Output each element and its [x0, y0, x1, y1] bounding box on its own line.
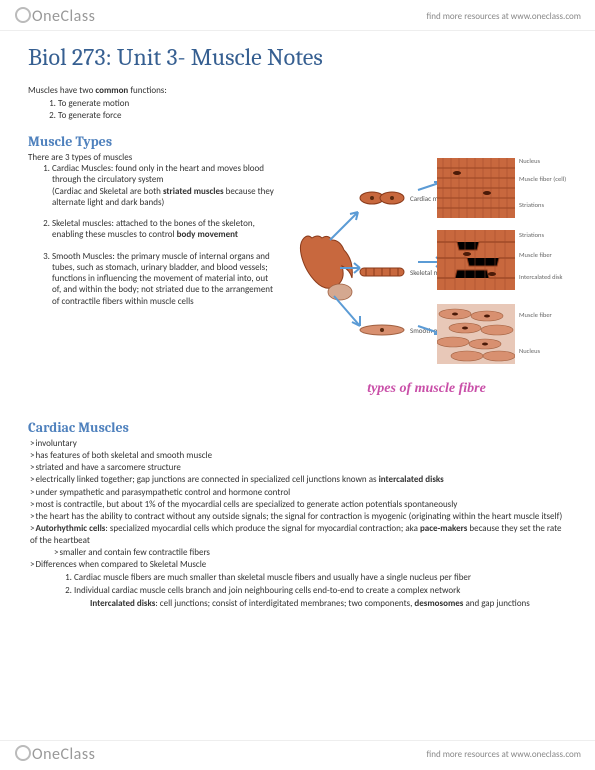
- tissue-label: Nucleus: [519, 348, 567, 355]
- tissue-label: Nucleus: [519, 158, 567, 165]
- cardiac-diff-2: Individual cardiac muscle cells branch a…: [74, 585, 567, 597]
- intro-function-1: To generate motion: [58, 98, 567, 109]
- cardiac-b1: involuntary: [30, 438, 567, 450]
- skeletal-cell-icon: [358, 262, 406, 282]
- cardiac-b4: electrically linked together; gap juncti…: [30, 474, 567, 486]
- footer-logo-text: OneClass: [32, 745, 95, 764]
- header-tagline: find more resources at www.oneclass.com: [426, 11, 581, 22]
- intro-tail: functions:: [130, 85, 166, 96]
- types-list: Cardiac Muscles: found only in the heart…: [52, 163, 278, 307]
- cardiac-content: involuntary has features of both skeleta…: [28, 438, 567, 610]
- tissue-label: Striations: [519, 202, 567, 209]
- type-smooth-text: Smooth Muscles: the primary muscle of in…: [52, 251, 273, 307]
- section-heading-types: Muscle Types: [28, 133, 567, 150]
- types-text-column: There are 3 types of muscles Cardiac Mus…: [28, 152, 278, 407]
- types-caption: There are 3 types of muscles: [28, 152, 278, 163]
- type-skeletal: Skeletal muscles: attached to the bones …: [52, 218, 278, 241]
- footer-tagline: find more resources at www.oneclass.com: [426, 749, 581, 760]
- tissue-smooth-icon: [437, 304, 515, 364]
- types-row: There are 3 types of muscles Cardiac Mus…: [28, 152, 567, 407]
- tissue-label: Muscle fiber: [519, 312, 567, 319]
- footer-bar: OneClass find more resources at www.onec…: [0, 740, 595, 770]
- cardiac-differences: Cardiac muscle fibers are much smaller t…: [74, 572, 567, 610]
- cardiac-diff-1: Cardiac muscle fibers are much smaller t…: [74, 572, 567, 584]
- tissue-label: Intercalated disk: [519, 274, 567, 281]
- cardiac-b3: striated and have a sarcomere structure: [30, 462, 567, 474]
- muscle-fibre-diagram: Cardiac muscle cell Skeletal muscle Smoo…: [286, 152, 567, 407]
- type-cardiac: Cardiac Muscles: found only in the heart…: [52, 163, 278, 208]
- section-heading-cardiac: Cardiac Muscles: [28, 419, 567, 436]
- intro-lead: Muscles have two: [28, 85, 93, 96]
- intro-line: Muscles have two common functions:: [28, 85, 567, 96]
- type-cardiac-sub: (Cardiac and Skeletal are both striated …: [52, 186, 278, 209]
- diagram-caption: types of muscle fibre: [367, 381, 486, 397]
- cardiac-sub: smaller and contain few contractile fibe…: [54, 547, 567, 559]
- cardiac-b6: most is contractile, but about 1% of the…: [30, 499, 567, 511]
- cardiac-b7: the heart has the ability to contract wi…: [30, 511, 567, 523]
- cardiac-cell-icon: [358, 188, 406, 208]
- cardiac-bullets: involuntary has features of both skeleta…: [30, 438, 567, 572]
- intro-function-2: To generate force: [58, 110, 567, 121]
- cardiac-b2: has features of both skeletal and smooth…: [30, 450, 567, 462]
- tissue-skeletal-icon: [437, 158, 515, 218]
- cardiac-diff-lead: Differences when compared to Skeletal Mu…: [30, 559, 567, 571]
- logo: OneClass: [14, 6, 95, 26]
- tissue-label: Striations: [519, 232, 567, 239]
- footer-logo: OneClass: [14, 744, 95, 764]
- intro-bold: common: [95, 85, 128, 96]
- tissue-label: Muscle fiber (cell): [519, 176, 567, 183]
- cardiac-b8: Autorhythmic cells: specialized myocardi…: [30, 523, 567, 547]
- smooth-cell-icon: [358, 320, 406, 340]
- logo-text: OneClass: [32, 7, 95, 26]
- header-bar: OneClass find more resources at www.onec…: [0, 0, 595, 31]
- cardiac-arrow-item: Intercalated disks: cell junctions; cons…: [90, 598, 567, 610]
- type-cardiac-text: Cardiac Muscles: found only in the heart…: [52, 163, 264, 185]
- logo-circle-icon: [14, 6, 32, 24]
- page-title: Biol 273: Unit 3- Muscle Notes: [28, 43, 567, 71]
- intro-functions-list: To generate motion To generate force: [58, 98, 567, 121]
- logo-circle-icon: [14, 744, 32, 762]
- tissue-label: Muscle fiber: [519, 252, 567, 259]
- tissue-cardiac-icon: [437, 230, 515, 290]
- arrow-icon: [326, 204, 366, 244]
- page-content: Biol 273: Unit 3- Muscle Notes Muscles h…: [0, 31, 595, 610]
- cardiac-b5: under sympathetic and parasympathetic co…: [30, 487, 567, 499]
- type-smooth: Smooth Muscles: the primary muscle of in…: [52, 251, 278, 307]
